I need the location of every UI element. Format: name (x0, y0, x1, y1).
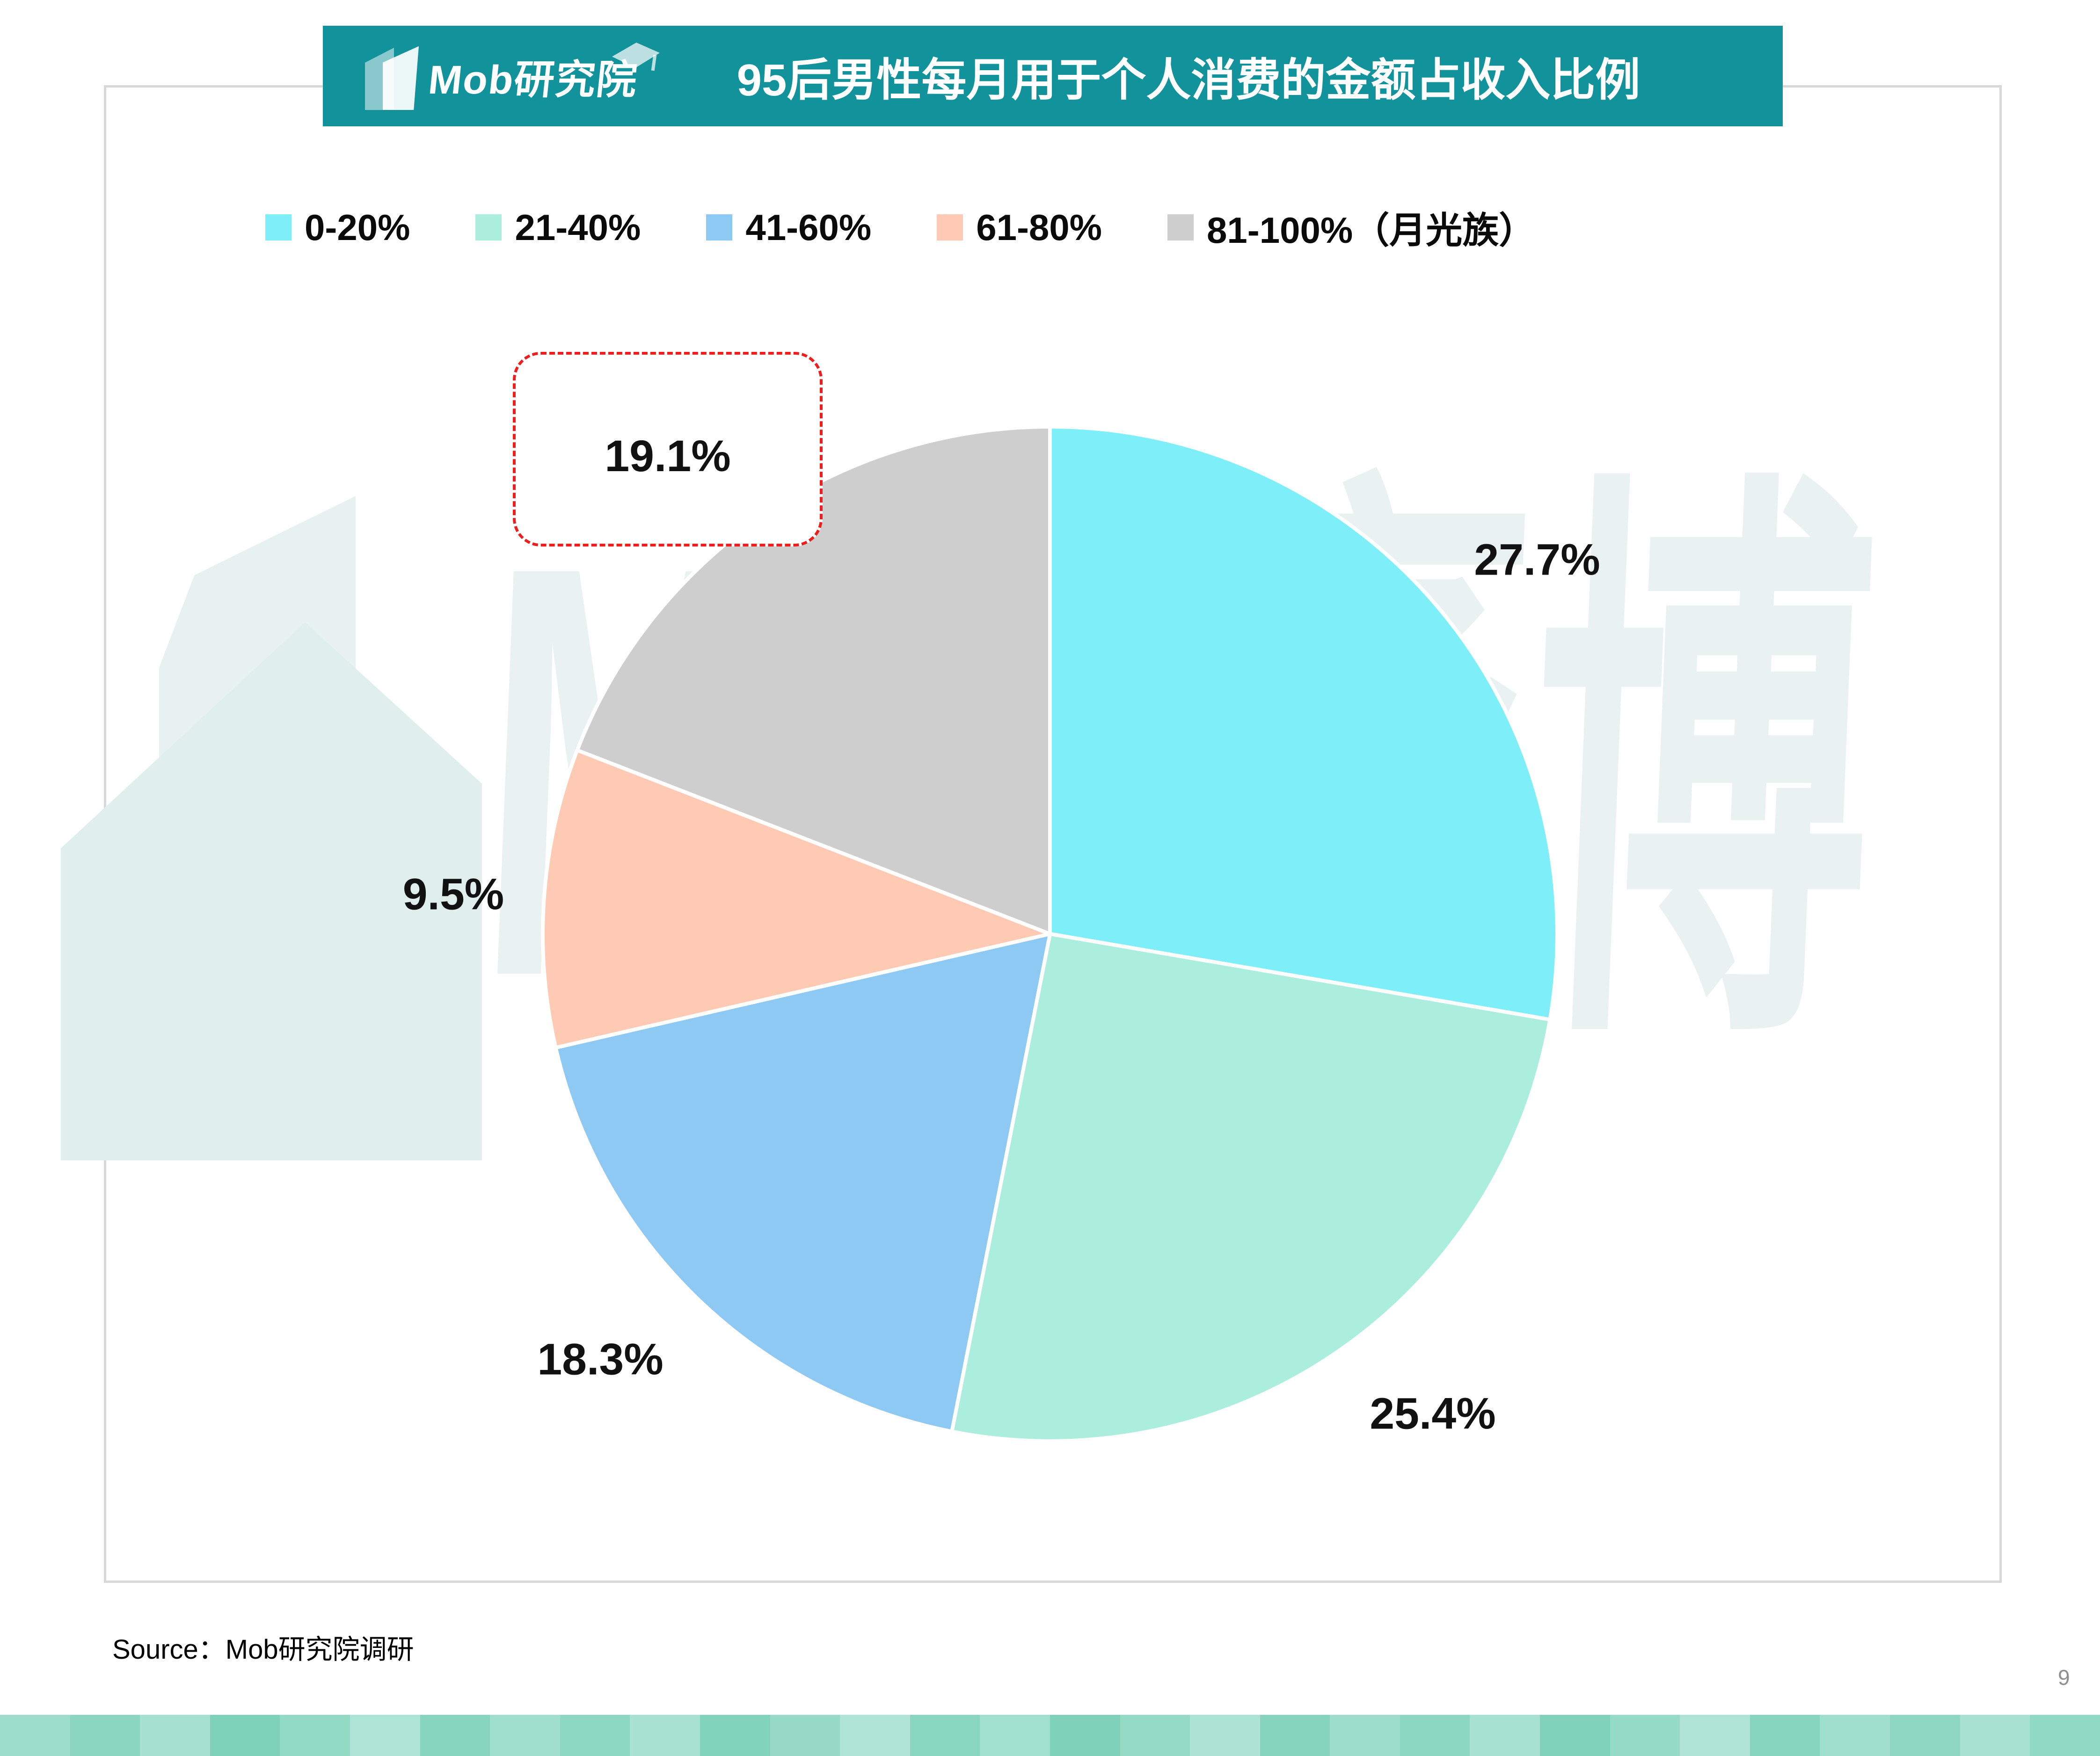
data-label-61-80: 9.5% (402, 869, 504, 919)
legend-label: 21-40% (515, 206, 641, 248)
legend-item-41-60%: 41-60% (706, 206, 871, 249)
strip-bar (350, 1715, 420, 1756)
strip-bar (490, 1715, 560, 1756)
pie-slice-0-20% (1048, 425, 1559, 1022)
legend-item-81-100%（月光族）: 81-100%（月光族） (1167, 201, 1535, 254)
strip-bar (420, 1715, 490, 1756)
legend: 0-20% 21-40% 41-60% 61-80% 81-100%（月光族） (265, 201, 1601, 254)
strip-bar (980, 1715, 1050, 1756)
legend-swatch (706, 214, 733, 240)
strip-bar (1610, 1715, 1680, 1756)
legend-label: 61-80% (976, 206, 1102, 248)
strip-bar (2030, 1715, 2100, 1756)
source-text: Source：Mob研究院调研 (112, 1634, 414, 1665)
strip-bar (1680, 1715, 1750, 1756)
legend-item-61-80%: 61-80% (937, 206, 1102, 249)
legend-swatch (937, 214, 963, 240)
strip-bar (1050, 1715, 1120, 1756)
chart-title: 95后男性每月用于个人消费的金额占收入比例 (736, 55, 1641, 105)
strip-bar (910, 1715, 980, 1756)
data-label-0-20: 27.7% (1474, 535, 1600, 585)
strip-bar (1260, 1715, 1330, 1756)
strip-bar (1330, 1715, 1400, 1756)
logo: Mob研究院 (323, 26, 660, 126)
pie-slice-61-80% (541, 748, 1052, 1050)
legend-swatch (475, 214, 502, 240)
strip-bar (1750, 1715, 1820, 1756)
strip-bar (1540, 1715, 1610, 1756)
page-number: 9 (2058, 1665, 2070, 1690)
header-banner: Mob研究院 95后男性每月用于个人消费的金额占收入比例 (323, 26, 1783, 126)
strip-bar (840, 1715, 910, 1756)
strip-bar (280, 1715, 350, 1756)
strip-bar (1400, 1715, 1470, 1756)
highlight-box: 19.1% (513, 352, 823, 546)
strip-bar (700, 1715, 770, 1756)
strip-bar (210, 1715, 280, 1756)
graduation-cap-icon (612, 43, 660, 71)
strip-bar (1470, 1715, 1540, 1756)
legend-item-21-40%: 21-40% (475, 206, 641, 249)
data-label-21-40: 25.4% (1370, 1389, 1496, 1439)
legend-item-0-20%: 0-20% (265, 206, 410, 249)
pie-slice-21-40% (950, 932, 1552, 1443)
strip-bar (770, 1715, 840, 1756)
strip-bar (1820, 1715, 1890, 1756)
legend-label: 0-20% (305, 206, 410, 248)
legend-swatch (1167, 214, 1194, 240)
strip-bar (1890, 1715, 1960, 1756)
strip-bar (0, 1715, 70, 1756)
data-label-81-100: 19.1% (605, 431, 731, 481)
pie-slice-41-60% (554, 932, 1052, 1434)
strip-bar (630, 1715, 700, 1756)
strip-bar (1190, 1715, 1260, 1756)
strip-bar (70, 1715, 140, 1756)
legend-label: 41-60% (745, 206, 872, 248)
footer-strip (0, 1715, 2100, 1756)
data-label-41-60: 18.3% (537, 1334, 664, 1384)
strip-bar (560, 1715, 630, 1756)
legend-swatch (265, 214, 292, 240)
strip-bar (1120, 1715, 1190, 1756)
pie-chart (541, 425, 1559, 1443)
legend-label: 81-100%（月光族） (1207, 210, 1536, 251)
strip-bar (1960, 1715, 2030, 1756)
strip-bar (140, 1715, 210, 1756)
building-icon (365, 42, 419, 110)
